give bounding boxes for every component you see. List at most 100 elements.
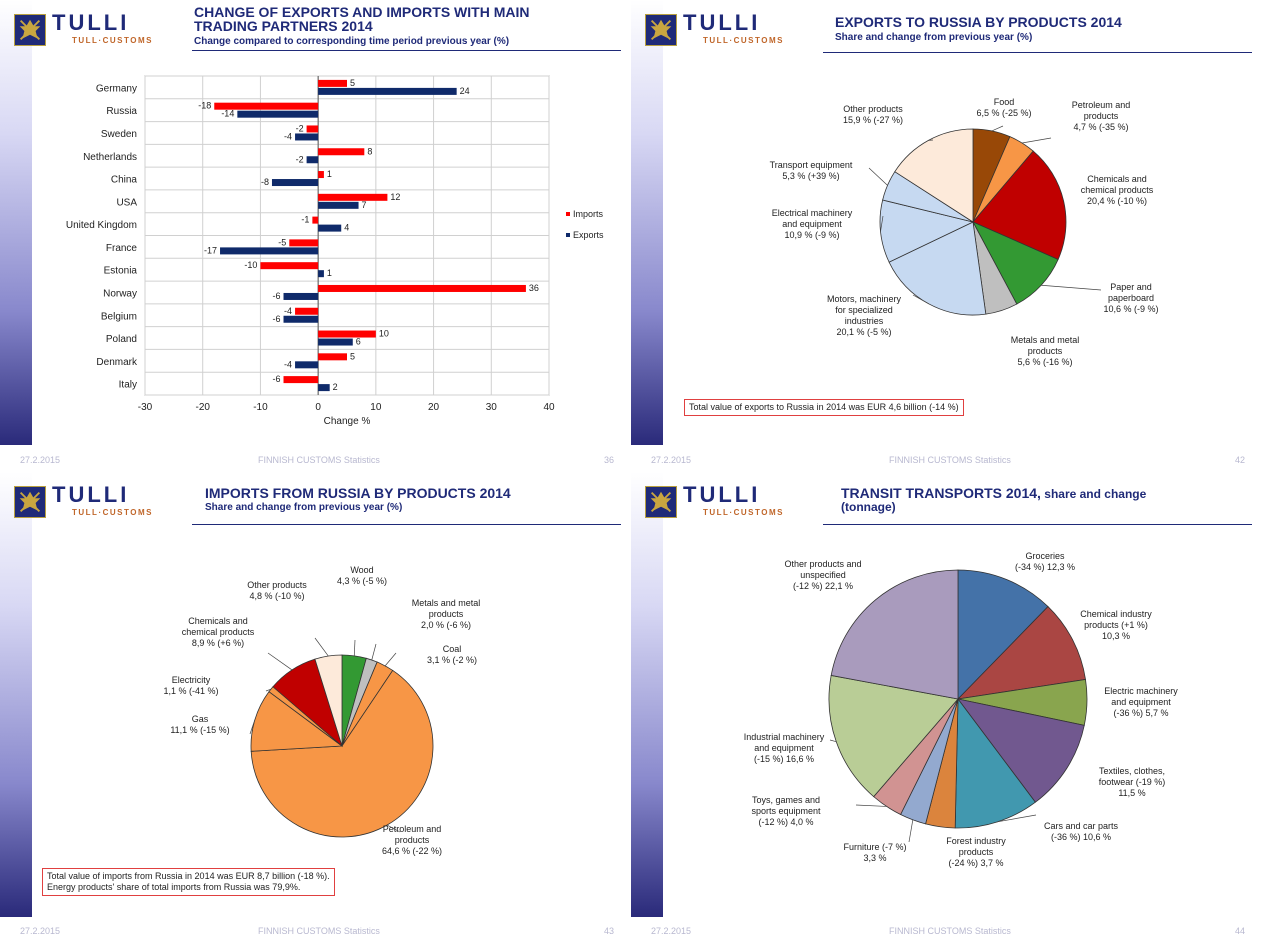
bar-value-label: 4 [344,223,349,233]
legend-label: Exports [573,230,604,240]
bar-exports [295,361,319,369]
leader-line [267,652,293,671]
bar-value-label: 6 [356,337,361,347]
leader-line [353,639,356,656]
tulli-emblem-icon [14,486,46,518]
slice-label: Furniture (-7 %) 3,3 % [843,842,906,863]
category-label: Poland [106,334,137,345]
bar-value-label: 1 [327,268,332,278]
footer-date: 27.2.2015 [20,455,61,465]
slice-label: Other products 4,8 % (-10 %) [247,580,307,601]
bar-value-label: -4 [284,131,292,141]
leader-line [829,739,837,743]
slice-label: Petroleum and products 4,7 % (-35 %) [1072,100,1131,132]
footer-source: FINNISH CUSTOMS Statistics [889,455,1011,465]
bar-value-label: 36 [529,283,539,293]
slide-title: IMPORTS FROM RUSSIA BY PRODUCTS 2014 [205,485,511,501]
bar-exports [318,270,324,278]
footer-date: 27.2.2015 [20,926,61,936]
category-label: China [111,175,138,186]
x-tick-label: -30 [138,402,153,413]
category-label: Norway [103,288,137,299]
bar-exports [220,247,319,255]
bar-imports [318,330,376,338]
pie-slice [830,569,959,700]
bar-value-label: 24 [460,86,470,96]
bar-value-label: 7 [362,200,367,210]
bar-value-label: -14 [221,109,234,119]
leader-line [386,824,401,833]
bar-value-label: 2 [333,382,338,392]
slide-title-bold: TRANSIT TRANSPORTS 2014, [841,485,1041,501]
pie-chart-exports-russia: Food 6,5 % (-25 %) Petroleum and products 4,… [770,97,1159,367]
slice-label: Toys, games and sports equipment (-12 %) 4… [751,795,821,827]
exports-total-note: Total value of exports to Russia in 2014… [684,399,964,416]
footer-date: 27.2.2015 [651,926,692,936]
pie-chart-imports-russia: Wood 4,3 % (-5 %) Metals and metal products… [163,565,480,856]
tulli-emblem-icon [645,14,677,46]
category-label: Netherlands [83,152,137,163]
legend-label: Imports [573,209,604,219]
title-divider [823,524,1252,525]
bar-exports [283,315,319,323]
bar-imports [318,284,526,292]
slide-title-line1: CHANGE OF EXPORTS AND IMPORTS WITH MAIN [194,4,530,20]
slice-label: Electric machinery and equipment (-36 %) 5… [1104,686,1178,718]
footer-source: FINNISH CUSTOMS Statistics [258,926,380,936]
category-label: France [106,243,138,254]
x-tick-label: -10 [253,402,268,413]
slide-title-rest: share and change [1040,487,1147,501]
slice-label: Electricity 1,1 % (-41 %) [163,675,218,696]
bar-value-label: 5 [350,351,355,361]
slice-label: Textiles, clothes, footwear (-19 %) 11,5 % [1099,766,1166,798]
brand-subname: TULL·CUSTOMS [72,36,153,45]
bar-imports [289,239,319,247]
leader-line [908,819,914,843]
pie-slice [957,569,1049,700]
bar-exports [318,224,342,232]
bar-imports [318,353,347,361]
bar-exports [295,133,319,141]
bar-exports [318,87,457,95]
title-divider [192,50,621,51]
tulli-emblem-icon [14,14,46,46]
bar-exports [283,292,319,300]
category-label: Italy [119,380,137,391]
x-tick-label: 30 [486,402,498,413]
brand-name: TULLI [52,482,130,507]
decorative-side-bar [631,0,663,445]
category-label: Denmark [96,357,138,368]
decorative-side-bar [0,472,32,917]
bar-value-label: 10 [379,329,389,339]
leader-line [1022,137,1052,144]
footer-page-number: 43 [604,926,615,936]
bar-value-label: -4 [284,359,292,369]
slide-title: TRANSIT TRANSPORTS 2014, share and chang… [841,486,1146,501]
slice-label: Metals and metal products 5,6 % (-16 %) [1011,335,1080,367]
pie-slice [894,128,974,223]
bar-value-label: -5 [278,237,286,247]
bar-value-label: 1 [327,169,332,179]
imports-total-note-line1: Total value of imports from Russia in 20… [47,871,330,881]
slice-label: Petroleum and products 64,6 % (-22 %) [382,824,442,856]
tulli-emblem-icon [645,486,677,518]
bar-imports [214,102,319,110]
slide-subtitle: Share and change from previous year (%) [205,502,403,513]
pie-slice [956,606,1086,700]
bar-imports [283,376,319,384]
bar-value-label: -6 [272,374,280,384]
slice-label: Gas 11,1 % (-15 %) [170,714,229,735]
slice-label: Groceries (-34 %) 12,3 % [1015,551,1075,572]
bar-imports [318,171,324,179]
slice-label: Forest industry products (-24 %) 3,7 % [946,836,1006,868]
slide-imports-russia: TULLI TULL·CUSTOMS IMPORTS FROM RUSSIA B… [0,472,631,944]
leader-line [249,719,256,735]
bar-value-label: -6 [272,291,280,301]
bar-value-label: -10 [244,260,257,270]
slide-title-line2: TRADING PARTNERS 2014 [194,18,373,34]
bar-value-label: -17 [204,245,217,255]
slice-label: Cars and car parts (-36 %) 10,6 % [1044,821,1119,842]
bar-imports [312,216,319,224]
bar-imports [318,79,347,87]
brand-subname: TULL·CUSTOMS [72,508,153,517]
